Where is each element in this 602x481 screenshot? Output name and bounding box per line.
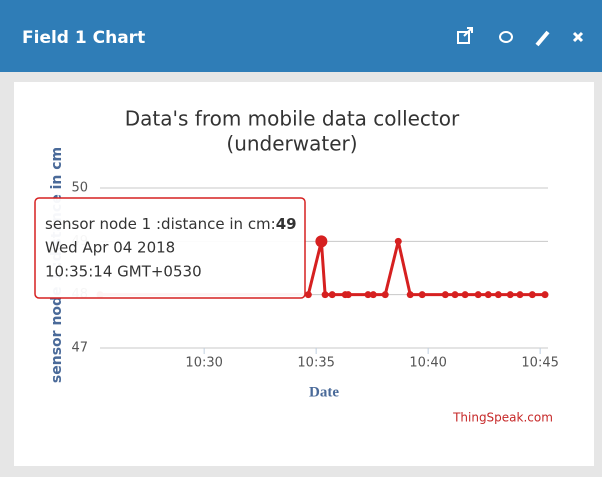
data-point [394,237,402,245]
data-point [321,291,329,299]
chart-subtitle: (underwater) [226,132,357,156]
data-point [494,291,502,299]
x-axis-label: Date [309,384,339,400]
comment-icon[interactable] [499,31,513,43]
tooltip-series: sensor node 1 :distance in cm: [45,215,276,233]
data-point [451,291,459,299]
open-arrow [463,27,473,37]
edit-icon[interactable] [535,30,550,47]
data-point [528,291,536,299]
tooltip-value: 49 [276,215,297,233]
header-bar [0,0,602,72]
data-point [474,291,482,299]
header-icons[interactable] [457,27,584,47]
data-point [484,291,492,299]
y-tick-label: 50 [71,181,88,196]
credit: ThingSpeak.com [452,411,553,425]
chart-title: Data's from mobile data collector [125,107,460,131]
x-tick-label: 10:40 [409,356,446,371]
data-point [381,291,389,299]
data-point [364,291,372,299]
data-point [304,291,312,299]
open-icon[interactable] [457,31,470,44]
y-tick-label: 47 [71,341,88,356]
data-point [315,235,328,248]
data-point [344,291,352,299]
close-icon[interactable] [572,31,584,43]
tooltip-box [34,197,306,299]
data-point [406,291,414,299]
data-point [461,291,469,299]
data-point [441,291,449,299]
data-point [328,291,336,299]
data-point [369,291,377,299]
tooltip-time: 10:35:14 GMT+0530 [45,263,202,281]
tooltip-line: sensor node 1 :distance in cm:49 [45,215,297,233]
tooltip-date: Wed Apr 04 2018 [45,239,175,257]
data-point [506,291,514,299]
x-tick-label: 10:35 [297,356,334,371]
data-point [541,291,549,299]
x-tick-label: 10:30 [185,356,222,371]
data-point [516,291,524,299]
data-point [418,291,426,299]
header-title: Field 1 Chart [22,28,145,48]
x-tick-label: 10:45 [521,356,558,371]
